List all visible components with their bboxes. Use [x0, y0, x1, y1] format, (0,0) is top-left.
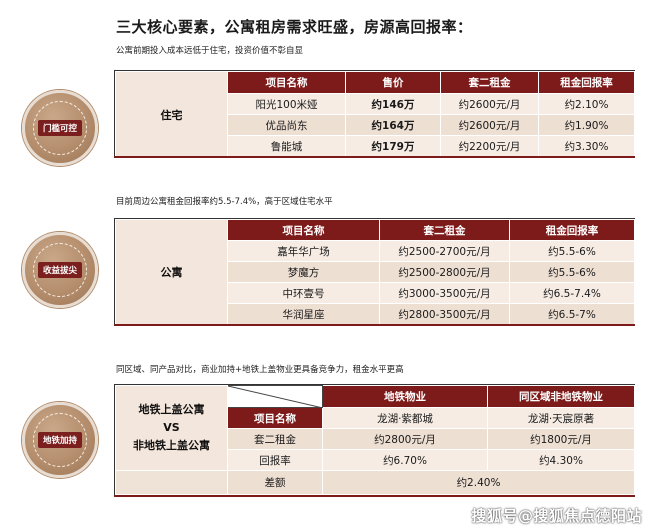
- section1-table: 住宅 项目名称 售价 套二租金 租金回报率 阳光100米娅 约146万 约260…: [115, 71, 635, 158]
- table-row: 回报率 约6.70% 约4.30%: [116, 449, 635, 471]
- badge-inner-ring: 门槛可控: [33, 101, 87, 155]
- section2-bottom-rule: [114, 324, 635, 326]
- cell-yield: 约6.5-7%: [509, 303, 635, 325]
- cell-yield: 约6.5-7.4%: [509, 282, 635, 304]
- section3-bottom-rule: [114, 495, 635, 497]
- badge-threshold: 门槛可控: [22, 90, 98, 166]
- cell-metric: 回报率: [227, 449, 323, 471]
- cell-project: 优品尚东: [227, 114, 346, 136]
- header-project: 项目名称: [227, 219, 380, 241]
- cell-project: 鲁能城: [227, 135, 346, 158]
- cell-project: 嘉年华广场: [227, 240, 380, 262]
- table-row: 华润星座 约2800-3500元/月 约6.5-7%: [116, 303, 635, 325]
- header-non-metro: 同区域非地铁物业: [487, 385, 635, 408]
- cell-yield: 约5.5-6%: [509, 261, 635, 283]
- table-row: 差额 约2.40%: [115, 470, 635, 495]
- section2-row-label: 公寓: [115, 219, 228, 325]
- badge-label: 门槛可控: [37, 120, 82, 136]
- cell-project: 阳光100米娅: [227, 93, 346, 115]
- cell-rent: 约2600元/月: [440, 114, 539, 136]
- cell-project: 中环壹号: [227, 282, 380, 304]
- cell-yield: 约5.5-6%: [509, 240, 635, 262]
- cell-value: 约2800元/月: [322, 428, 488, 450]
- badge-metro: 地铁加持: [22, 402, 98, 478]
- cell-yield: 约2.10%: [538, 93, 635, 115]
- badge-label: 地铁加持: [37, 432, 82, 448]
- cell-rent: 约2200元/月: [440, 135, 539, 158]
- row-label-line1: 地铁上盖公寓: [138, 403, 205, 416]
- cell-project: 龙湖·紫都城: [322, 407, 488, 429]
- header-rent: 套二租金: [379, 219, 510, 241]
- badge-label: 收益拔尖: [37, 262, 82, 278]
- section1-note: 公寓前期投入成本远低于住宅，投资价值不彰自显: [116, 46, 304, 56]
- section3-note: 同区域、同产品对比，商业加持+地铁上盖物业更具备竞争力，租金水平更高: [116, 365, 404, 375]
- header-yield: 租金回报率: [538, 71, 635, 94]
- cell-price: 约179万: [345, 135, 441, 158]
- cell-rent: 约2500-2800元/月: [379, 261, 510, 283]
- cell-rent: 约2500-2700元/月: [379, 240, 510, 262]
- badge-inner-ring: 收益拔尖: [33, 243, 87, 297]
- table-row: 梦魔方 约2500-2800元/月 约5.5-6%: [116, 261, 635, 283]
- diff-spacer: [115, 470, 228, 495]
- cell-rent: 约2600元/月: [440, 93, 539, 115]
- cell-price: 约164万: [345, 114, 441, 136]
- badge-yield: 收益拔尖: [22, 232, 98, 308]
- cell-project: 梦魔方: [227, 261, 380, 283]
- diagonal-line: [228, 386, 323, 408]
- cell-value: 约4.30%: [487, 449, 635, 471]
- section3-table: 地铁上盖公寓 VS 非地铁上盖公寓 地铁物业 同区域非地铁物业 项目名称 龙湖·…: [115, 385, 635, 495]
- cell-diff-label: 差额: [227, 470, 323, 495]
- cell-value: 约6.70%: [322, 449, 488, 471]
- cell-diff-value: 约2.40%: [322, 470, 635, 495]
- section2-note: 目前周边公寓租金回报率约5.5-7.4%，高于区域住宅水平: [116, 197, 333, 207]
- row-label-line3: 非地铁上盖公寓: [133, 439, 210, 452]
- header-metro: 地铁物业: [322, 385, 488, 408]
- section3-row-label: 地铁上盖公寓 VS 非地铁上盖公寓: [115, 385, 228, 471]
- cell-rent: 约3000-3500元/月: [379, 282, 510, 304]
- table-row: 项目名称 龙湖·紫都城 龙湖·天宸原著: [116, 407, 635, 429]
- cell-value: 约1800元/月: [487, 428, 635, 450]
- table-row: 鲁能城 约179万 约2200元/月 约3.30%: [116, 135, 635, 158]
- header-yield: 租金回报率: [509, 219, 635, 241]
- diagonal-corner-cell: [227, 385, 323, 408]
- table-row: 优品尚东 约164万 约2600元/月 约1.90%: [116, 114, 635, 136]
- page-title: 三大核心要素，公寓租房需求旺盛，房源高回报率：: [116, 18, 473, 36]
- header-project: 项目名称: [227, 71, 346, 94]
- row-label-vs: VS: [163, 421, 180, 434]
- cell-project: 华润星座: [227, 303, 380, 325]
- cell-project: 龙湖·天宸原著: [487, 407, 635, 429]
- cell-yield: 约1.90%: [538, 114, 635, 136]
- section1-bottom-rule: [114, 156, 635, 158]
- cell-rent: 约2800-3500元/月: [379, 303, 510, 325]
- section2-table: 公寓 项目名称 套二租金 租金回报率 嘉年华广场 约2500-2700元/月 约…: [115, 219, 635, 325]
- section1-row-label: 住宅: [115, 71, 228, 158]
- header-rent: 套二租金: [440, 71, 539, 94]
- cell-price: 约146万: [345, 93, 441, 115]
- badge-inner-ring: 地铁加持: [33, 413, 87, 467]
- subheader-project: 项目名称: [227, 407, 323, 429]
- cell-yield: 约3.30%: [538, 135, 635, 158]
- cell-metric: 套二租金: [227, 428, 323, 450]
- watermark: 搜狐号@搜狐焦点德阳站: [471, 507, 642, 525]
- header-price: 售价: [345, 71, 441, 94]
